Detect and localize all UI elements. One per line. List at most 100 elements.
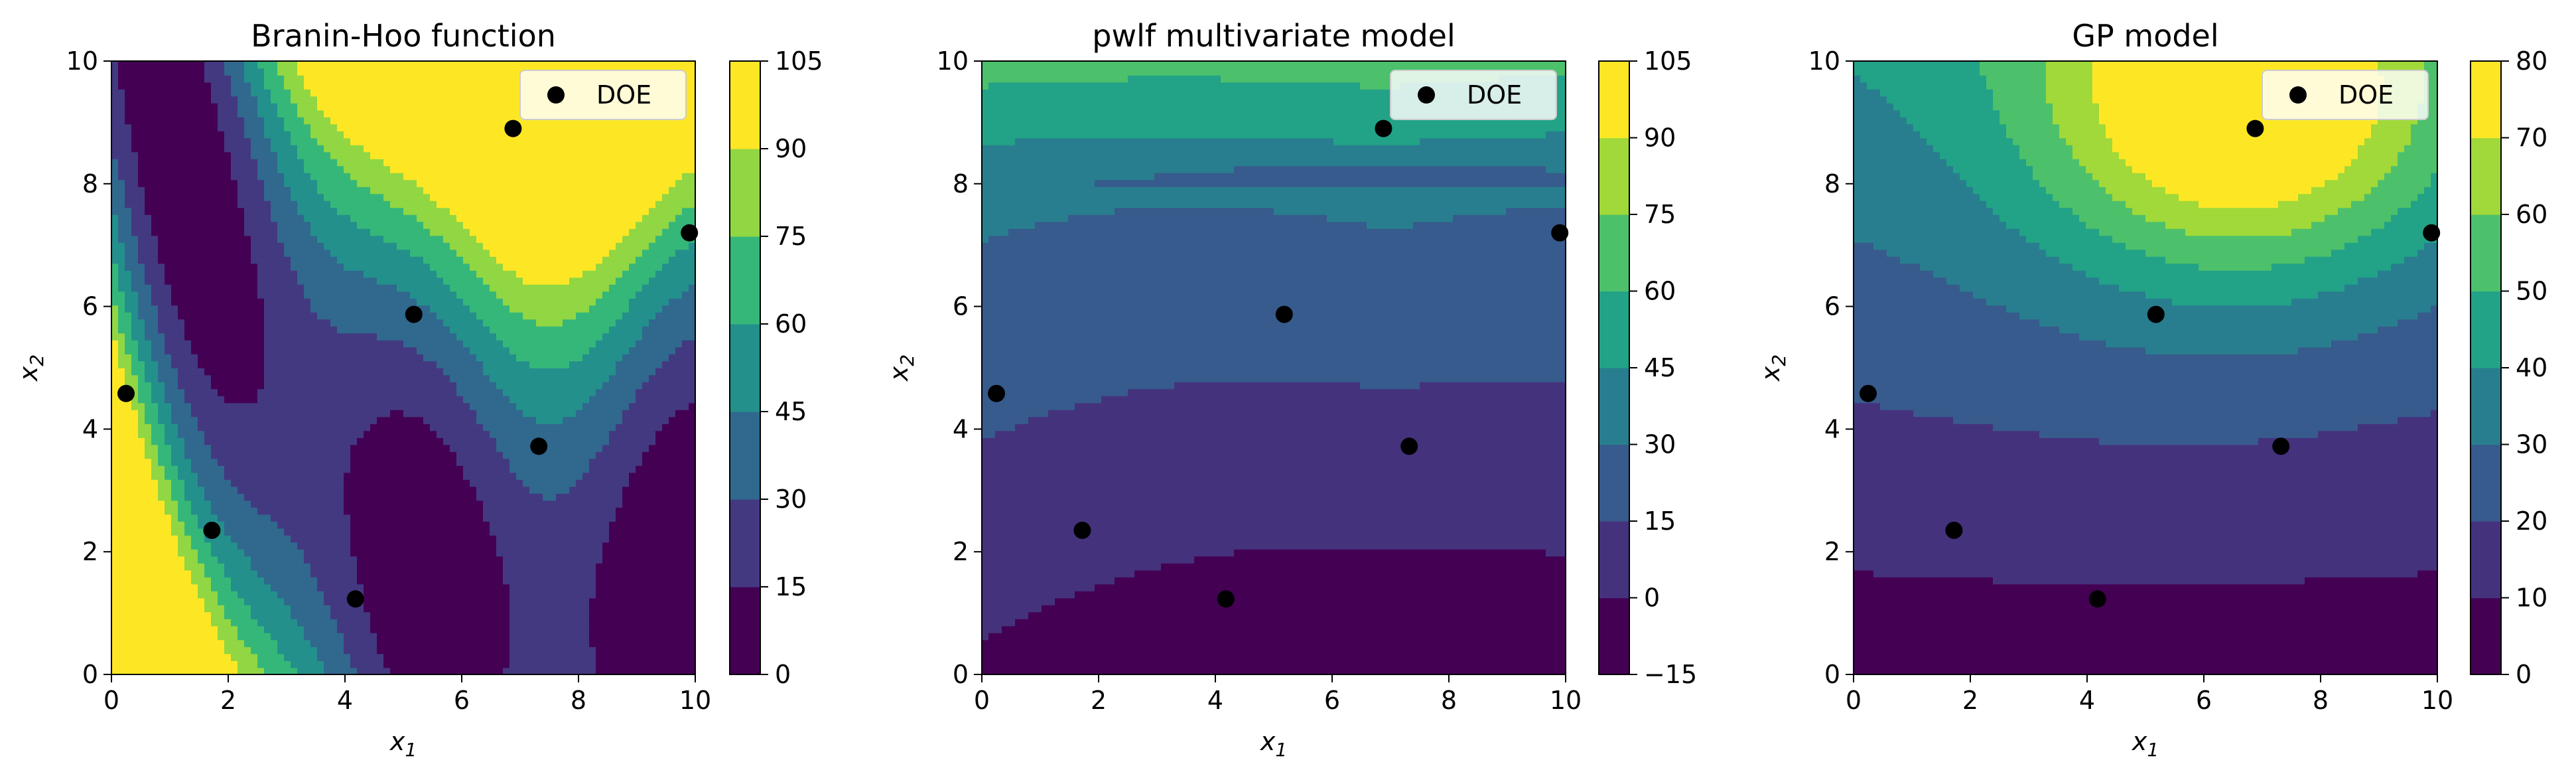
chart3-doe-point xyxy=(2147,305,2165,323)
chart3-legend-label: DOE xyxy=(2339,80,2394,110)
chart1-doe-point xyxy=(504,119,522,137)
chart1-colorbar-tick-label: 30 xyxy=(775,485,807,514)
chart2-colorbar-band xyxy=(1599,291,1629,368)
chart2-x-tick-label: 2 xyxy=(1091,686,1107,715)
chart2-y-tick-label: 4 xyxy=(953,414,969,443)
chart2-colorbar-band xyxy=(1599,521,1629,599)
chart1-legend-marker xyxy=(547,86,565,104)
chart3-colorbar-band xyxy=(2471,368,2501,445)
chart2-contour-field xyxy=(982,61,1566,674)
chart1-x-tick-label: 8 xyxy=(571,686,586,715)
chart1-colorbar-tick-label: 0 xyxy=(775,660,791,689)
chart3-doe-point xyxy=(1860,384,1877,402)
chart1-colorbar-tick-label: 15 xyxy=(775,572,807,601)
chart3-doe-point xyxy=(2272,437,2290,455)
chart1-legend xyxy=(519,70,687,120)
chart3-colorbar-tick-label: 10 xyxy=(2516,584,2547,613)
chart3-colorbar-band xyxy=(2471,61,2501,139)
chart1-colorbar-tick-label: 90 xyxy=(775,134,807,163)
chart1-colorbar-band xyxy=(730,412,760,500)
chart1-colorbar-tick-label: 45 xyxy=(775,397,807,426)
chart3-doe-point xyxy=(2246,119,2264,137)
chart2-colorbar-band xyxy=(1599,597,1629,675)
chart2-y-tick-label: 10 xyxy=(937,46,969,76)
chart1-x-axis-label: x1 xyxy=(389,727,417,761)
chart3-colorbar-tick-label: 50 xyxy=(2516,277,2547,306)
chart3-y-tick-label: 8 xyxy=(1824,169,1840,198)
chart3-doe-point xyxy=(1945,521,1963,539)
chart2-y-axis-label: x2 xyxy=(884,354,918,382)
chart2-x-tick-label: 4 xyxy=(1207,686,1223,715)
chart2-colorbar-band xyxy=(1599,444,1629,522)
chart3-colorbar-band xyxy=(2471,597,2501,675)
chart1-colorbar-band xyxy=(730,587,760,675)
chart3-y-tick-label: 6 xyxy=(1824,292,1840,321)
chart2-x-axis-label: x1 xyxy=(1260,727,1287,761)
chart1-title: Branin-Hoo function xyxy=(251,18,556,54)
chart1-colorbar-band xyxy=(730,236,760,325)
chart1-colorbar-tick-label: 75 xyxy=(775,222,807,251)
chart3-colorbar-tick-label: 30 xyxy=(2516,430,2547,459)
chart2-colorbar-tick-label: −15 xyxy=(1644,660,1697,689)
chart3-colorbar-tick-label: 80 xyxy=(2516,46,2547,76)
chart2-x-tick-label: 0 xyxy=(974,686,990,715)
chart2-y-tick-label: 2 xyxy=(953,537,969,566)
chart2-colorbar-tick-label: 30 xyxy=(1644,430,1676,459)
chart3-x-tick-label: 0 xyxy=(1846,686,1862,715)
chart2-colorbar-band xyxy=(1599,137,1629,215)
chart2-doe-point xyxy=(1073,521,1091,539)
chart1-colorbar-band xyxy=(730,499,760,587)
chart1-doe-point xyxy=(405,305,423,323)
chart1-doe-point xyxy=(203,521,221,539)
chart1-colorbar-band xyxy=(730,324,760,412)
chart2-colorbar-tick-label: 75 xyxy=(1644,200,1676,229)
chart1-x-tick-label: 0 xyxy=(103,686,119,715)
chart1-contour-field xyxy=(111,61,695,674)
chart1-y-axis-label: x2 xyxy=(14,354,48,382)
chart2-doe-point xyxy=(1551,224,1569,242)
chart3-colorbar-band xyxy=(2471,521,2501,599)
chart2-colorbar-tick-label: 105 xyxy=(1644,46,1692,76)
chart3-colorbar-band xyxy=(2471,137,2501,215)
chart2-legend-marker xyxy=(1418,86,1435,104)
chart2-x-tick-label: 10 xyxy=(1550,686,1582,715)
chart3-x-tick-label: 6 xyxy=(2196,686,2212,715)
chart2-colorbar-band xyxy=(1599,214,1629,292)
chart3-colorbar-tick-label: 0 xyxy=(2516,660,2532,689)
chart1-axes-frame xyxy=(111,60,696,675)
chart3-x-tick-label: 8 xyxy=(2313,686,2329,715)
chart2-y-tick-label: 0 xyxy=(953,660,969,689)
chart3-axes-frame xyxy=(1853,60,2438,675)
chart2-x-tick-label: 6 xyxy=(1324,686,1340,715)
chart1-x-tick-label: 2 xyxy=(220,686,236,715)
chart1-colorbar-band xyxy=(730,149,760,237)
chart3-y-tick-label: 2 xyxy=(1824,537,1840,566)
chart2-axes-frame xyxy=(981,60,1566,675)
chart1-colorbar xyxy=(730,61,760,675)
chart1-x-tick-label: 10 xyxy=(679,686,711,715)
chart2-y-tick-label: 6 xyxy=(953,292,969,321)
chart2-legend-label: DOE xyxy=(1467,80,1522,110)
chart3-doe-point xyxy=(2423,224,2441,242)
chart2-colorbar-tick-label: 90 xyxy=(1644,123,1676,153)
chart3-colorbar-band xyxy=(2471,214,2501,292)
chart3-x-tick-label: 10 xyxy=(2421,686,2453,715)
chart2-legend xyxy=(1390,70,1557,120)
chart3-title: GP model xyxy=(2072,18,2218,54)
chart3-colorbar-tick-label: 40 xyxy=(2516,353,2547,382)
chart1-doe-point xyxy=(346,590,364,608)
chart1-y-tick-label: 6 xyxy=(82,292,98,321)
chart3-colorbar xyxy=(2471,61,2501,675)
chart3-x-tick-label: 4 xyxy=(2079,686,2095,715)
chart1-y-tick-label: 8 xyxy=(82,169,98,198)
chart1-colorbar-tick-label: 105 xyxy=(775,46,823,76)
chart2-doe-point xyxy=(1400,437,1418,455)
chart3-x-axis-label: x1 xyxy=(2132,727,2159,761)
chart1-y-tick-label: 0 xyxy=(82,660,98,689)
chart1-y-tick-label: 2 xyxy=(82,537,98,566)
chart1-x-tick-label: 4 xyxy=(337,686,353,715)
chart1-y-tick-label: 4 xyxy=(82,414,98,443)
chart1-doe-point xyxy=(530,437,548,455)
chart2-colorbar-tick-label: 0 xyxy=(1644,584,1660,613)
